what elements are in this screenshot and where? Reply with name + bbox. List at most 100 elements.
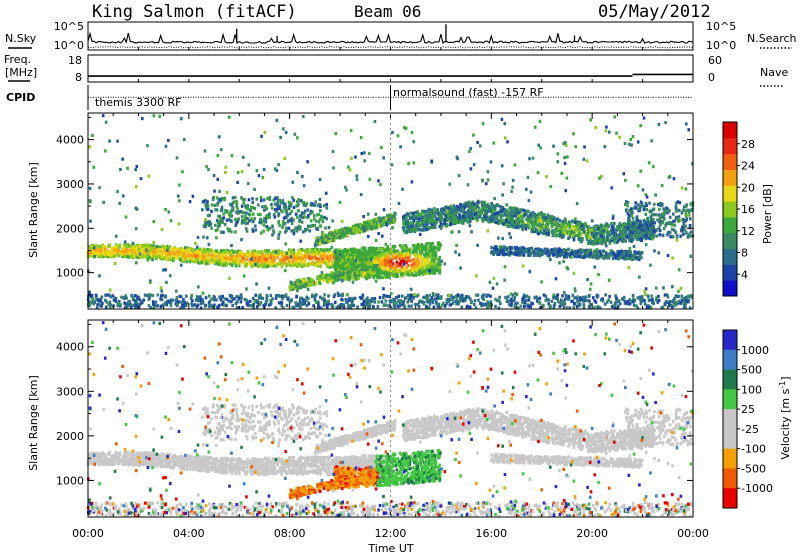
power-echo-cell <box>304 256 307 261</box>
velocity-echo-cell <box>216 410 219 414</box>
power-echo-cell <box>248 218 251 223</box>
power-echo-cell <box>236 257 240 261</box>
velocity-echo-cell <box>223 464 226 468</box>
power-echo-cell <box>271 225 274 229</box>
power-echo-cell <box>194 248 197 252</box>
velocity-echo-cell <box>290 429 294 433</box>
power-echo-cell <box>260 257 263 261</box>
power-echo-cell <box>287 251 291 255</box>
velocity-echo-cell <box>295 423 299 427</box>
velocity-echo-cell <box>235 429 238 433</box>
velocity-echo-cell <box>140 456 144 460</box>
power-echo-cell <box>242 252 246 256</box>
velocity-echo-cell <box>272 467 275 471</box>
power-echo-cell <box>207 261 210 266</box>
power-echo-cell <box>143 251 146 255</box>
velocity-echo-cell <box>210 461 214 465</box>
power-echo-cell <box>315 247 318 251</box>
velocity-echo-cell <box>321 459 325 464</box>
power-echo-cell <box>235 254 238 258</box>
velocity-echo-cell <box>192 465 196 469</box>
velocity-echo-cell <box>287 456 291 460</box>
power-echo-cell <box>104 250 107 254</box>
power-echo-cell <box>300 248 303 252</box>
velocity-echo-cell <box>317 470 321 474</box>
velocity-echo-cell <box>326 458 330 463</box>
velocity-echo-cell <box>227 464 231 468</box>
power-echo-cell <box>297 253 301 257</box>
power-echo-cell <box>253 206 256 210</box>
power-echo-cell <box>180 248 183 252</box>
velocity-echo-cell <box>244 434 248 438</box>
power-echo-cell <box>220 256 223 260</box>
velocity-echo-cell <box>280 472 284 477</box>
power-echo-cell <box>168 255 171 259</box>
velocity-echo-cell <box>323 423 326 427</box>
power-echo-cell <box>124 253 128 258</box>
velocity-echo-cell <box>218 464 222 468</box>
power-echo-cell <box>270 263 274 267</box>
power-echo-cell <box>237 211 240 215</box>
velocity-echo-cell <box>166 461 170 465</box>
velocity-echo-cell <box>320 468 323 472</box>
power-echo-cell <box>304 253 308 257</box>
power-echo-cell <box>176 254 179 258</box>
velocity-echo-cell <box>195 465 198 469</box>
velocity-echo-cell <box>275 470 279 474</box>
power-echo-cell <box>254 253 257 257</box>
power-echo-cell <box>320 236 323 240</box>
power-echo-cell <box>211 196 215 200</box>
power-echo-cell <box>240 204 244 208</box>
power-echo-cell <box>323 215 326 219</box>
velocity-echo-cell <box>232 458 236 462</box>
power-echo-cell <box>308 229 312 233</box>
power-echo-cell <box>207 259 211 263</box>
velocity-echo-cell <box>164 462 168 466</box>
power-echo-cell <box>214 208 217 212</box>
velocity-echo-cell <box>143 457 147 461</box>
power-echo-cell <box>273 251 276 256</box>
velocity-echo-cell <box>202 407 206 411</box>
velocity-echo-cell <box>278 466 282 470</box>
power-echo-cell <box>225 252 229 256</box>
velocity-echo-cell <box>291 469 295 474</box>
power-echo-cell <box>229 215 232 219</box>
velocity-echo-cell <box>231 415 235 420</box>
power-echo-cell <box>244 204 247 208</box>
velocity-echo-cell <box>281 465 284 469</box>
power-echo-cell <box>220 263 223 267</box>
velocity-echo-cell <box>158 453 161 457</box>
power-echo-cell <box>348 251 351 255</box>
velocity-echo-cell <box>180 463 184 467</box>
velocity-echo-cell <box>258 425 262 429</box>
power-echo-cell <box>301 230 305 234</box>
velocity-echo-cell <box>319 462 323 466</box>
velocity-echo-cell <box>317 456 321 460</box>
power-echo-cell <box>203 249 206 254</box>
power-echo-cell <box>290 221 294 226</box>
velocity-echo-cell <box>300 428 304 432</box>
power-echo-cell <box>200 252 204 257</box>
velocity-echo-cell <box>294 461 298 465</box>
velocity-echo-cell <box>297 460 301 465</box>
noise-sky-line <box>87 31 694 45</box>
power-echo-cell <box>229 251 233 255</box>
power-echo-cell <box>203 259 206 264</box>
power-echo-cell <box>298 263 302 267</box>
power-echo-cell <box>290 209 294 214</box>
power-echo-cell <box>311 260 314 264</box>
power-echo-cell <box>214 255 217 259</box>
velocity-echo-cell <box>188 456 191 460</box>
power-echo-cell <box>129 245 133 249</box>
velocity-echo-cell <box>161 459 164 464</box>
power-echo-cell <box>99 245 103 249</box>
velocity-echo-cell <box>259 458 262 462</box>
power-echo-cell <box>271 250 275 254</box>
power-echo-cell <box>265 254 269 258</box>
velocity-echo-cell <box>238 461 242 465</box>
velocity-echo-cell <box>184 455 188 459</box>
power-echo-cell <box>328 265 332 269</box>
velocity-label-exponent: -1 <box>778 381 787 389</box>
velocity-echo-cell <box>135 453 139 458</box>
